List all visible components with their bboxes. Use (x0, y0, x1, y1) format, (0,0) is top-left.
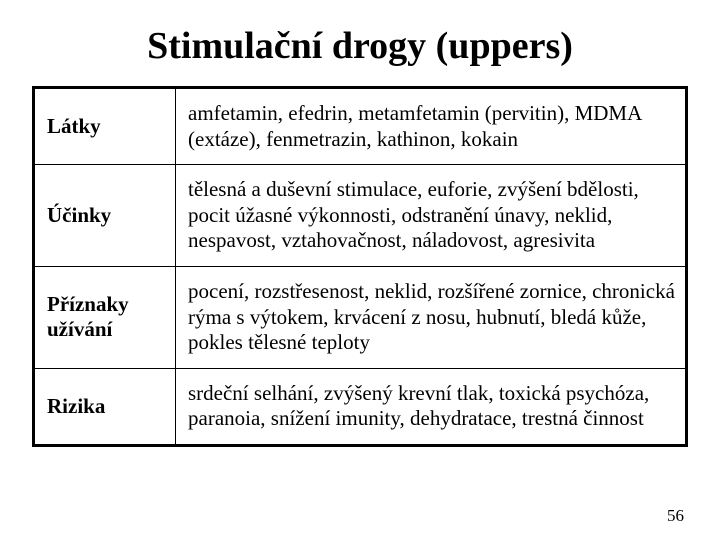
row-label-ucinky: Účinky (34, 165, 176, 267)
table-row: Příznaky užívání pocení, rozstřesenost, … (34, 267, 687, 369)
info-table: Látky amfetamin, efedrin, metamfetamin (… (32, 86, 688, 447)
row-text-priznaky: pocení, rozstřesenost, neklid, rozšířené… (176, 267, 687, 369)
row-label-priznaky: Příznaky užívání (34, 267, 176, 369)
row-text-latky: amfetamin, efedrin, metamfetamin (pervit… (176, 88, 687, 165)
row-text-rizika: srdeční selhání, zvýšený krevní tlak, to… (176, 368, 687, 445)
table-row: Rizika srdeční selhání, zvýšený krevní t… (34, 368, 687, 445)
row-label-latky: Látky (34, 88, 176, 165)
slide: Stimulační drogy (uppers) Látky amfetami… (0, 0, 720, 540)
page-number: 56 (667, 506, 684, 526)
page-title: Stimulační drogy (uppers) (32, 24, 688, 68)
table-row: Látky amfetamin, efedrin, metamfetamin (… (34, 88, 687, 165)
row-label-rizika: Rizika (34, 368, 176, 445)
row-text-ucinky: tělesná a duševní stimulace, euforie, zv… (176, 165, 687, 267)
table-row: Účinky tělesná a duševní stimulace, eufo… (34, 165, 687, 267)
